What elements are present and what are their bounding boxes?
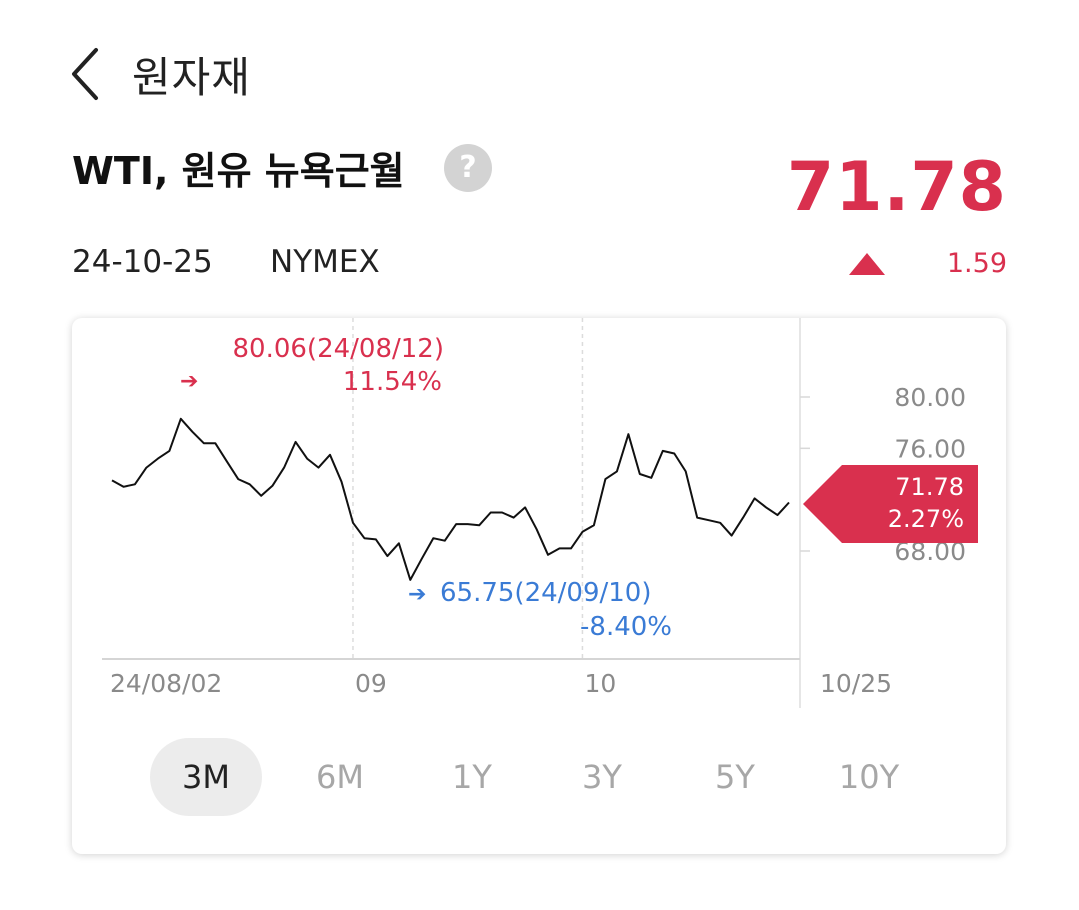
x-tick-label: 09: [355, 669, 387, 698]
price-series-line: [111, 417, 790, 581]
range-tab-3y[interactable]: 3Y: [582, 758, 622, 796]
chart-card: 80.00 76.00 68.00 24/08/02 09 10 10/25 ➔ 80.06…: [72, 318, 1006, 854]
page-title: 원자재: [132, 53, 251, 102]
range-tab-1y[interactable]: 1Y: [452, 758, 492, 796]
current-price-flag-pct: 2.27%: [888, 505, 964, 533]
x-tick-label: 10/25: [820, 669, 892, 698]
current-price: 71.78: [786, 148, 1007, 227]
range-tab-3m[interactable]: 3M: [150, 738, 262, 816]
help-icon[interactable]: ?: [444, 144, 492, 192]
y-tick-label: 76.00: [894, 434, 966, 463]
min-arrow-icon: ➔: [408, 582, 426, 607]
x-tick-label: 24/08/02: [110, 669, 222, 698]
asset-name: WTI, 원유 뉴욕근월: [72, 149, 405, 193]
back-button[interactable]: [62, 42, 110, 106]
exchange-name: NYMEX: [270, 244, 380, 280]
current-price-flag: [803, 465, 978, 543]
triangle-up-icon: [848, 252, 886, 276]
range-tab-6m[interactable]: 6M: [316, 758, 364, 796]
max-annotation-label: 80.06(24/08/12): [233, 334, 445, 364]
price-change: 1.59: [946, 248, 1007, 279]
max-arrow-icon: ➔: [180, 369, 198, 394]
min-annotation-pct: -8.40%: [580, 612, 672, 642]
min-annotation-label: 65.75(24/09/10): [440, 578, 652, 608]
max-annotation-pct: 11.54%: [343, 367, 442, 397]
range-tab-10y[interactable]: 10Y: [838, 758, 900, 796]
chevron-left-icon: [72, 48, 98, 100]
current-price-flag-value: 71.78: [895, 473, 964, 501]
range-tab-5y[interactable]: 5Y: [715, 758, 755, 796]
quote-date: 24-10-25: [72, 244, 213, 280]
x-tick-label: 10: [584, 669, 616, 698]
y-tick-label: 80.00: [894, 383, 966, 412]
